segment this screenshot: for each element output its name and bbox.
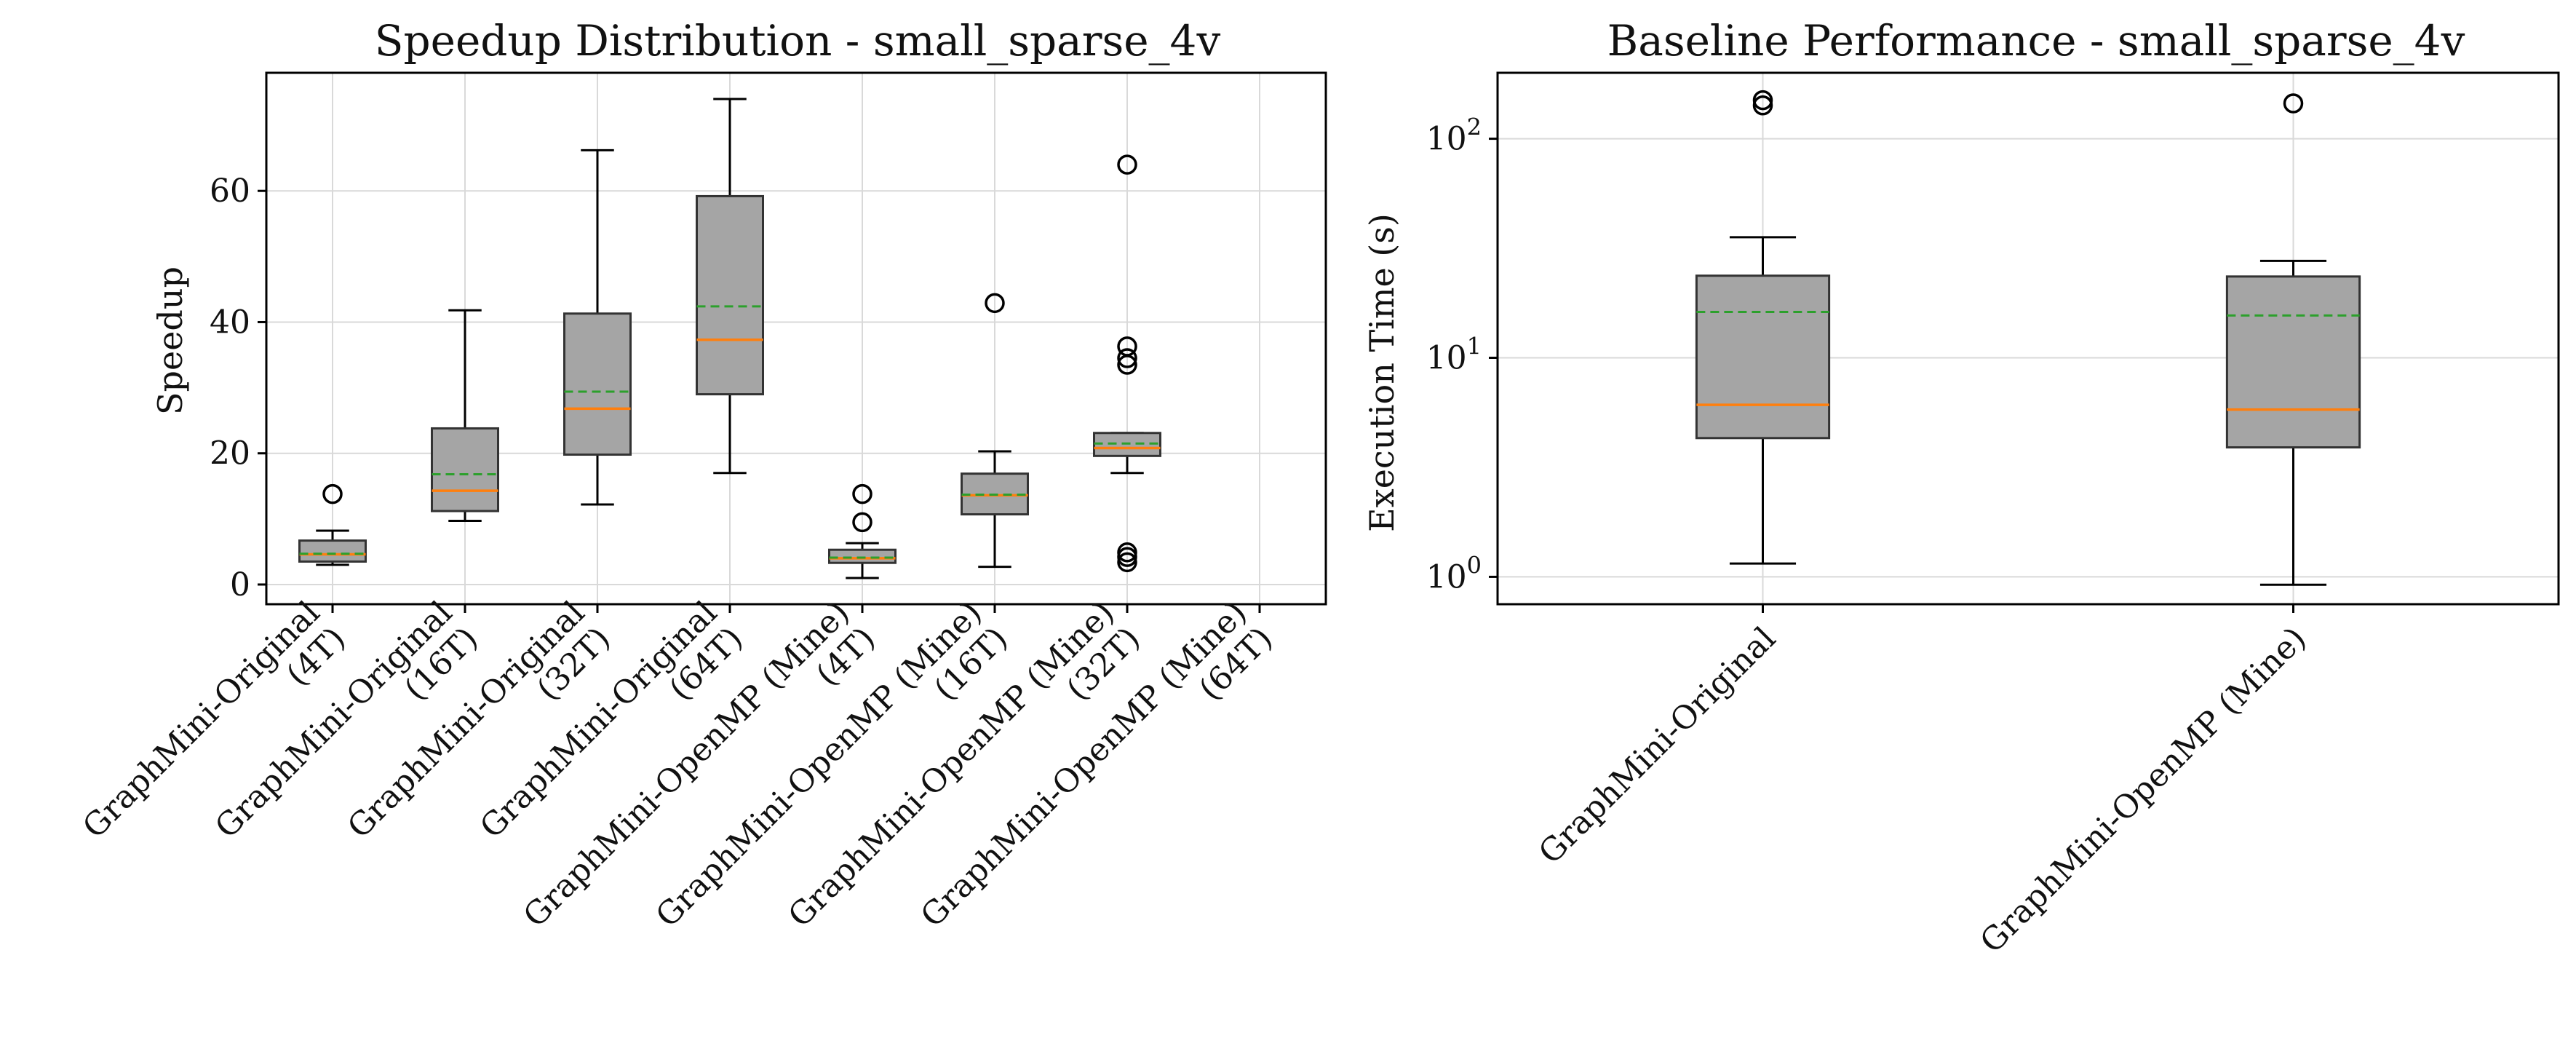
iqr-box xyxy=(298,539,367,563)
iqr-box xyxy=(563,312,632,456)
box-group xyxy=(1093,154,1161,573)
iqr-box xyxy=(696,194,764,396)
outlier-point xyxy=(1117,154,1137,175)
outlier-point xyxy=(1752,90,1773,111)
outlier-point xyxy=(852,512,872,533)
y-tick-label: 102 xyxy=(1426,114,1482,158)
iqr-box xyxy=(1695,274,1831,440)
iqr-box xyxy=(431,427,499,512)
box-group xyxy=(828,483,897,579)
y-tick-label: 101 xyxy=(1426,332,1482,376)
box-group xyxy=(1695,90,1831,565)
outlier-point xyxy=(1117,552,1137,573)
axes-frame xyxy=(1496,71,2560,606)
y-axis-label: Speedup xyxy=(151,266,190,415)
x-tick-label: GraphMini-OpenMP (Mine) xyxy=(1973,620,2313,961)
outlier-point xyxy=(985,293,1005,314)
chart-title: Baseline Performance - small_sparse_4v xyxy=(1607,16,2465,66)
outlier-point xyxy=(852,483,872,504)
y-tick-label: 40 xyxy=(210,304,250,341)
y-tick-label: 20 xyxy=(210,435,250,472)
iqr-box xyxy=(2225,275,2361,449)
outlier-point xyxy=(1117,348,1137,368)
plot-area xyxy=(1498,73,2559,604)
outlier-point xyxy=(2283,93,2304,114)
box-group xyxy=(563,149,632,506)
box-group xyxy=(961,293,1029,569)
box-group xyxy=(696,98,764,475)
outlier-point xyxy=(1752,95,1773,116)
box-group xyxy=(431,309,499,523)
box-group xyxy=(298,483,367,566)
baseline-panel: Baseline Performance - small_sparse_4v E… xyxy=(1362,16,2560,961)
axes-frame xyxy=(265,71,1327,606)
outlier-point xyxy=(1117,547,1137,567)
x-tick-label: GraphMini-Original xyxy=(1532,620,1783,871)
y-tick-label: 0 xyxy=(230,566,250,603)
plot-area xyxy=(266,73,1326,604)
chart-title: Speedup Distribution - small_sparse_4v xyxy=(375,16,1221,66)
speedup-panel: Speedup Distribution - small_sparse_4v S… xyxy=(76,16,1327,935)
iqr-box xyxy=(828,548,897,564)
y-tick-label: 60 xyxy=(210,173,250,210)
y-axis-label: Execution Time (s) xyxy=(1362,213,1402,532)
outlier-point xyxy=(1117,355,1137,375)
y-tick-label: 100 xyxy=(1426,551,1482,595)
outlier-point xyxy=(322,483,343,504)
box-group xyxy=(2225,93,2361,586)
